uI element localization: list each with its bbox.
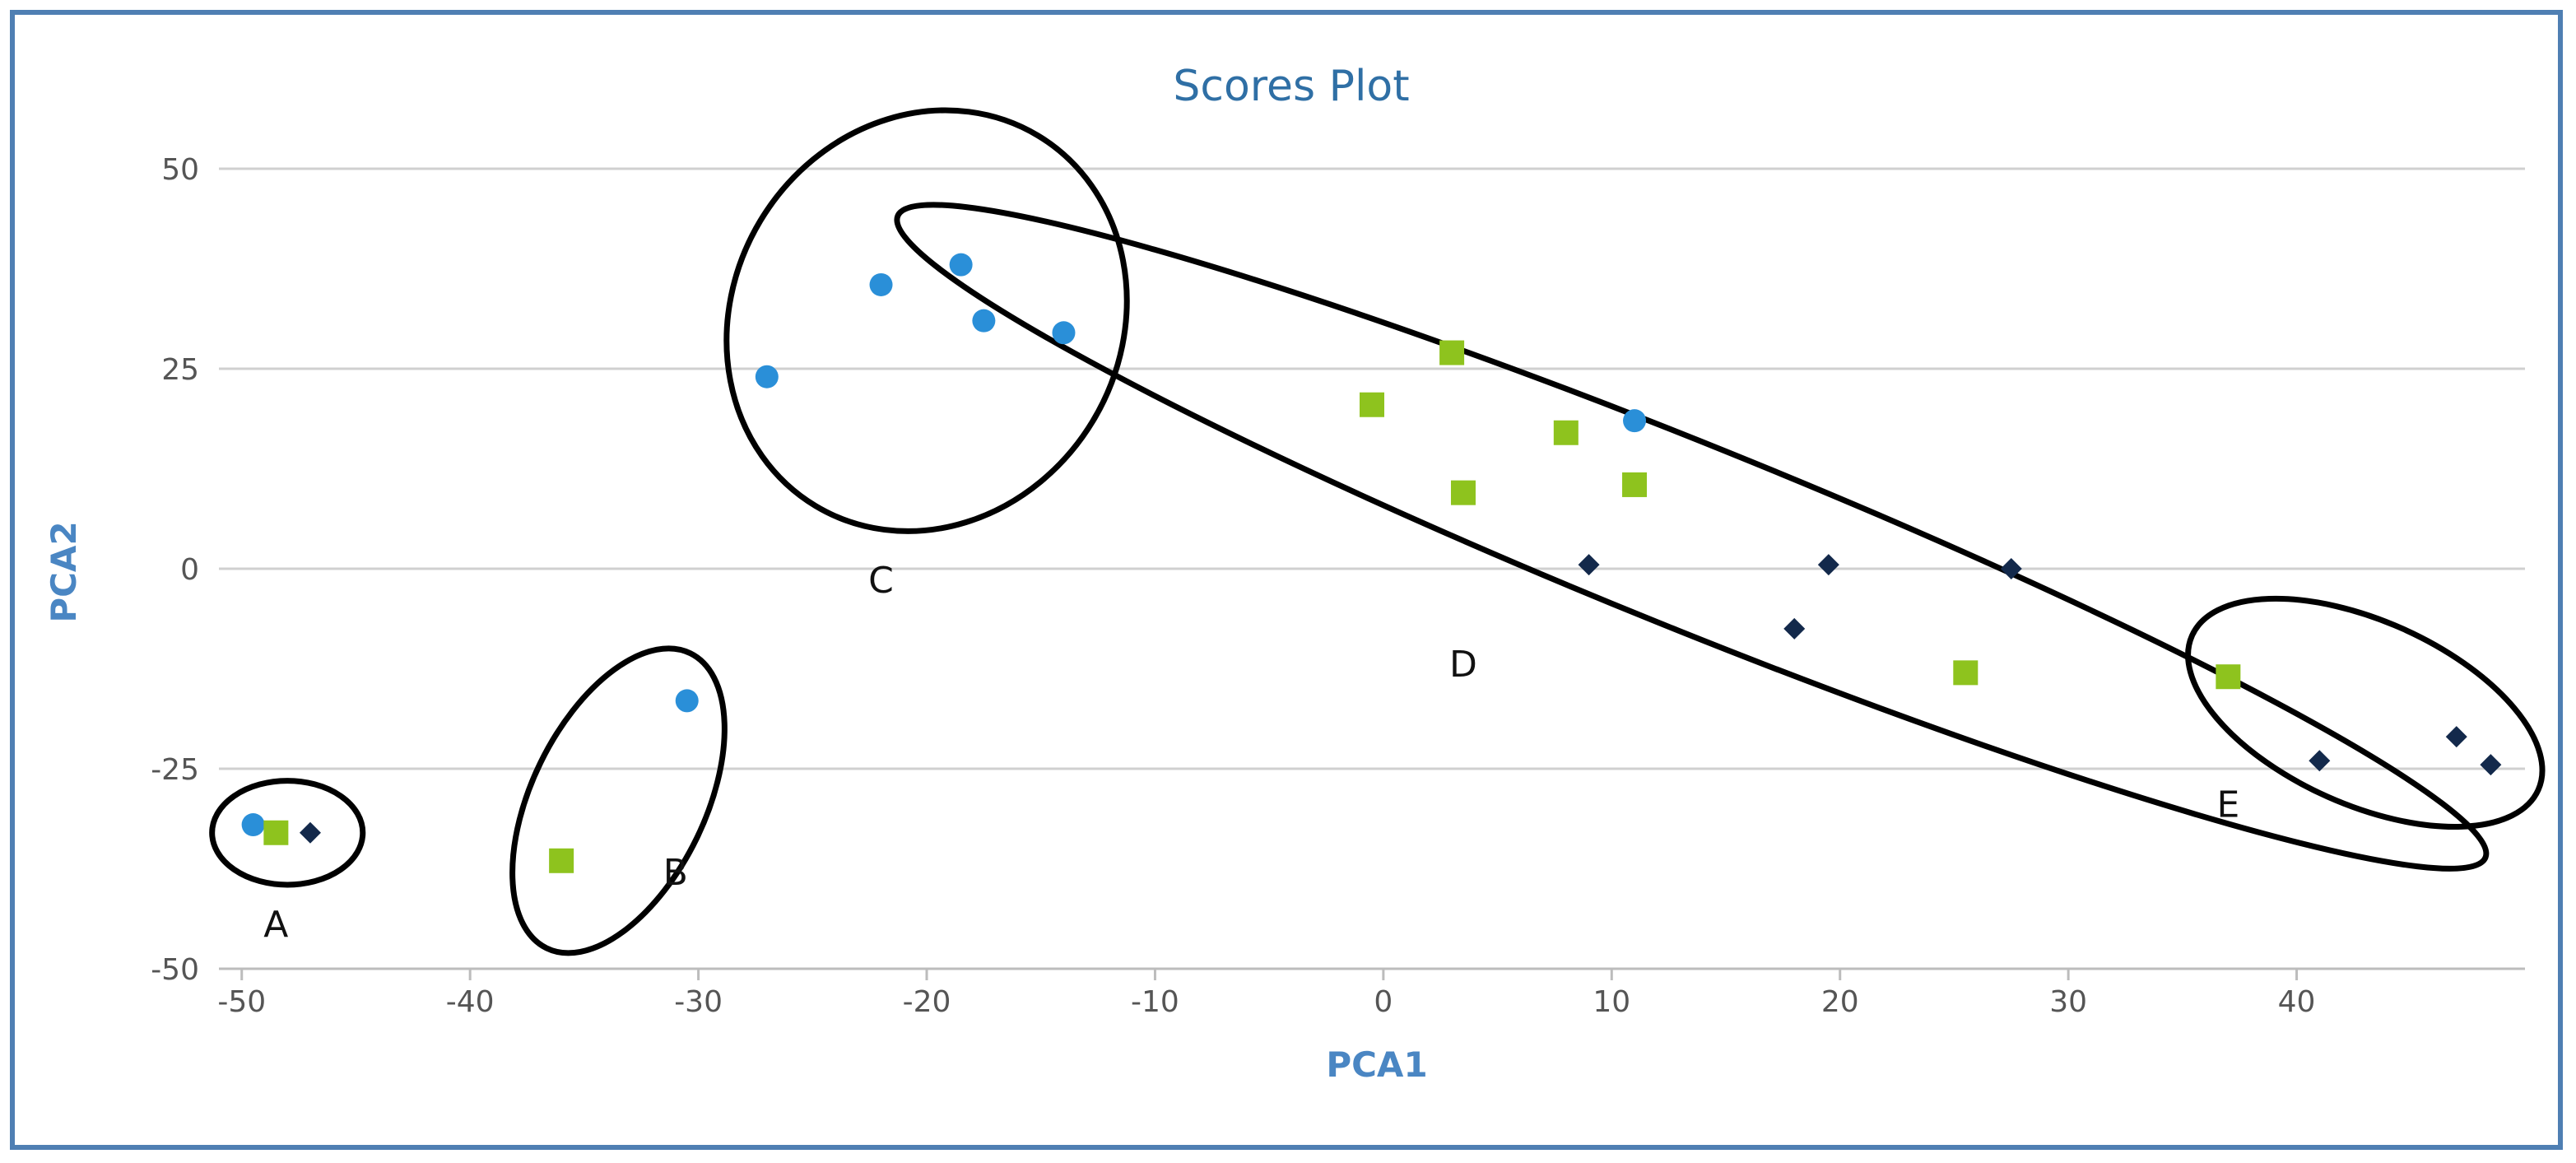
y-tick-label: 50 xyxy=(161,153,199,187)
data-point-square xyxy=(1360,392,1384,417)
data-point-diamond xyxy=(2309,750,2331,772)
y-tick-label: 0 xyxy=(180,553,199,587)
data-point-square xyxy=(1439,340,1465,365)
x-tick-label: 40 xyxy=(2278,985,2316,1019)
data-point-diamond xyxy=(2445,726,2467,748)
tick-labels: 50 25 0 -25 -50 -50 -40 -30 -20 -10 0 10 20 30 40 xyxy=(151,153,2315,1019)
group-ellipses: A B C D E xyxy=(209,107,2546,956)
data-point-square xyxy=(263,820,289,845)
data-point-circle xyxy=(972,309,996,333)
gridlines xyxy=(219,167,2525,980)
chart-title: Scores Plot xyxy=(1173,62,1409,111)
x-tick-label: 0 xyxy=(1374,985,1393,1019)
y-tick-label: -25 xyxy=(151,753,199,787)
group-label-a: A xyxy=(263,904,288,946)
group-ellipse-c xyxy=(723,107,1130,534)
data-point-circle xyxy=(241,813,265,837)
group-label-b: B xyxy=(663,852,688,894)
x-tick-label: 20 xyxy=(1821,985,1859,1019)
x-tick-label: -10 xyxy=(1131,985,1179,1019)
x-tick-label: -40 xyxy=(446,985,495,1019)
data-point-circle xyxy=(1623,409,1647,433)
group-label-c: C xyxy=(868,560,894,602)
data-point-diamond xyxy=(299,821,321,844)
data-point-circle xyxy=(755,365,779,388)
data-point-diamond xyxy=(2480,754,2502,776)
data-point-square xyxy=(1622,472,1648,497)
x-tick-label: -20 xyxy=(903,985,951,1019)
data-point-circle xyxy=(949,253,973,277)
data-point-square xyxy=(1553,420,1579,445)
data-point-square xyxy=(2216,664,2241,690)
group-ellipse-a xyxy=(209,778,366,888)
y-tick-label: -50 xyxy=(151,953,199,987)
data-point-square xyxy=(1953,660,1978,686)
x-tick-label: -30 xyxy=(674,985,723,1019)
group-ellipse-e xyxy=(2185,595,2546,830)
data-point-diamond xyxy=(1783,617,1806,640)
group-label-e: E xyxy=(2216,784,2239,826)
x-tick-label: 10 xyxy=(1593,985,1630,1019)
data-point-square xyxy=(1450,480,1476,505)
x-tick-label: 30 xyxy=(2049,985,2087,1019)
chart-frame xyxy=(10,10,2563,1150)
group-ellipse-d xyxy=(894,202,2490,872)
group-ellipse-b xyxy=(509,645,728,956)
x-tick-label: -50 xyxy=(217,985,266,1019)
group-label-d: D xyxy=(1449,644,1477,686)
y-tick-label: 25 xyxy=(161,353,199,387)
data-point-diamond xyxy=(2000,558,2022,579)
data-point-circle xyxy=(869,272,893,296)
data-point-diamond xyxy=(1817,554,1839,576)
data-points xyxy=(241,253,2502,873)
y-axis-title: PCA2 xyxy=(44,521,84,622)
data-point-circle xyxy=(675,689,699,713)
data-point-diamond xyxy=(1578,554,1600,576)
x-axis-title: PCA1 xyxy=(1326,1044,1427,1085)
data-point-circle xyxy=(1052,321,1076,345)
data-point-square xyxy=(549,848,574,873)
